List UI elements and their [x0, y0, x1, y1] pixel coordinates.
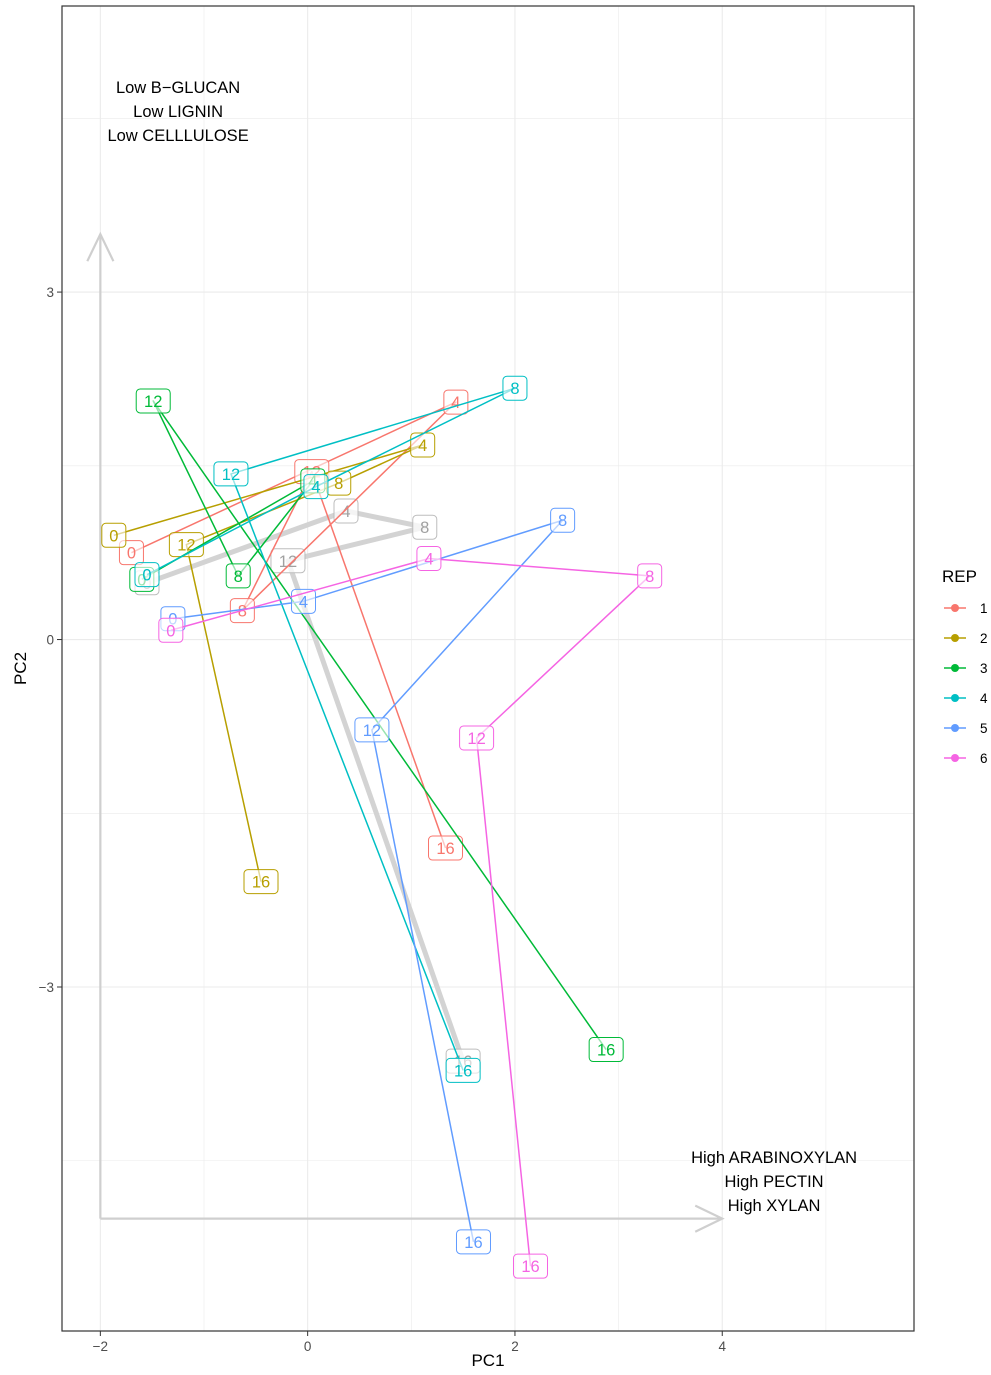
- legend-key-dot: [951, 754, 959, 762]
- point-label: 12: [177, 537, 195, 555]
- point-label-box: [158, 617, 184, 643]
- legend-key-dot: [951, 724, 959, 732]
- point-label-box: [118, 540, 144, 566]
- point-label: 12: [222, 466, 240, 484]
- y-tick-label: 0: [46, 633, 54, 648]
- point-label-box: [213, 461, 249, 487]
- point-label-box: [135, 388, 171, 414]
- series-trajectories: 0481216048121604812160481216048121604812…: [101, 375, 663, 1279]
- legend-entry-label: 4: [980, 691, 988, 706]
- annotations: Low B−GLUCAN Low LIGNIN Low CELLLULOSE High…: [107, 79, 857, 1215]
- point-label: 4: [299, 593, 308, 611]
- annotation-text: High ARABINOXYLAN High PECTIN High XYLAN: [691, 1149, 857, 1215]
- legend-entry-label: 3: [980, 661, 988, 676]
- point-label-box: [459, 725, 495, 751]
- series-group: 0 4 8 12 16: [160, 507, 576, 1255]
- point-label-box: [416, 545, 442, 571]
- axis-arrows: [86, 231, 725, 1233]
- point-label: 4: [418, 437, 427, 455]
- point-label: 0: [127, 545, 136, 563]
- point-label-box: [243, 869, 279, 895]
- point-label: 4: [451, 394, 460, 412]
- series-group: 0 4 8 12 16: [158, 545, 663, 1279]
- legend-key-dot: [951, 634, 959, 642]
- point-label-box: [512, 1253, 548, 1279]
- x-tick-label: 0: [304, 1339, 312, 1354]
- legend-title: REP: [942, 567, 977, 586]
- point-label-box: [550, 507, 576, 533]
- point-label: 8: [420, 519, 429, 537]
- point-label: 8: [645, 568, 654, 586]
- annotation-line: High ARABINOXYLAN: [691, 1149, 857, 1167]
- point-label-box: [412, 514, 438, 540]
- point-label: 4: [341, 503, 350, 521]
- legend-entry-label: 2: [980, 631, 988, 646]
- point-label: 16: [597, 1042, 615, 1060]
- point-label: 16: [252, 874, 270, 892]
- point-label: 4: [424, 550, 433, 568]
- legend-key-dot: [951, 664, 959, 672]
- x-tick-label: 2: [511, 1339, 519, 1354]
- annotation-line: Low LIGNIN: [133, 103, 223, 121]
- point-label-box: [502, 375, 528, 401]
- x-axis-label: PC1: [471, 1351, 504, 1370]
- y-tick-label: 3: [46, 285, 54, 300]
- point-label-box: [270, 548, 306, 574]
- point-label: 0: [142, 567, 151, 585]
- annotation-line: High PECTIN: [725, 1173, 824, 1191]
- arrow-head: [86, 231, 115, 262]
- point-label: 16: [521, 1258, 539, 1276]
- point-label-box: [354, 717, 390, 743]
- point-label: 8: [510, 380, 519, 398]
- point-label: 16: [454, 1062, 472, 1080]
- x-tick-label: −2: [93, 1339, 108, 1354]
- point-label: 8: [234, 568, 243, 586]
- point-label: 12: [279, 553, 297, 571]
- plot-panel-border: [61, 5, 915, 1332]
- point-label-box: [428, 835, 464, 861]
- point-label: 8: [558, 512, 567, 530]
- point-label-box: [588, 1037, 624, 1063]
- annotation-text: Low B−GLUCAN Low LIGNIN Low CELLLULOSE: [107, 79, 248, 145]
- point-label: 8: [334, 475, 343, 493]
- point-label: 0: [109, 527, 118, 545]
- point-label: 8: [238, 603, 247, 621]
- legend-entry-label: 6: [980, 751, 988, 766]
- point-label-box: [303, 474, 329, 500]
- y-axis-label: PC2: [11, 652, 30, 685]
- legend-key-dot: [951, 604, 959, 612]
- point-label-box: [333, 498, 359, 524]
- point-label: 4: [311, 479, 320, 497]
- grid-lines: [62, 6, 914, 1331]
- point-label-box: [410, 432, 436, 458]
- legend: REP 1 2 3 4 5 6: [942, 567, 988, 766]
- point-label: 16: [436, 840, 454, 858]
- point-label-box: [101, 522, 127, 548]
- point-label: 12: [144, 393, 162, 411]
- point-label-box: [134, 562, 160, 588]
- axes: −2 0 2 4 −3 0 3: [39, 285, 727, 1354]
- point-label: 12: [363, 722, 381, 740]
- point-label: 16: [464, 1234, 482, 1252]
- point-label-box: [445, 1057, 481, 1083]
- annotation-line: High XYLAN: [728, 1197, 821, 1215]
- legend-entry-label: 1: [980, 601, 988, 616]
- annotation-line: Low B−GLUCAN: [116, 79, 240, 97]
- point-label-box: [637, 563, 663, 589]
- point-label: 0: [166, 622, 175, 640]
- arrow-head: [694, 1204, 725, 1233]
- y-tick-label: −3: [39, 980, 54, 995]
- point-label-box: [455, 1229, 491, 1255]
- x-tick-label: 4: [718, 1339, 726, 1354]
- point-label-box: [225, 563, 251, 589]
- annotation-line: Low CELLLULOSE: [107, 127, 248, 145]
- legend-key-dot: [951, 694, 959, 702]
- legend-entry-label: 5: [980, 721, 988, 736]
- point-label: 12: [467, 730, 485, 748]
